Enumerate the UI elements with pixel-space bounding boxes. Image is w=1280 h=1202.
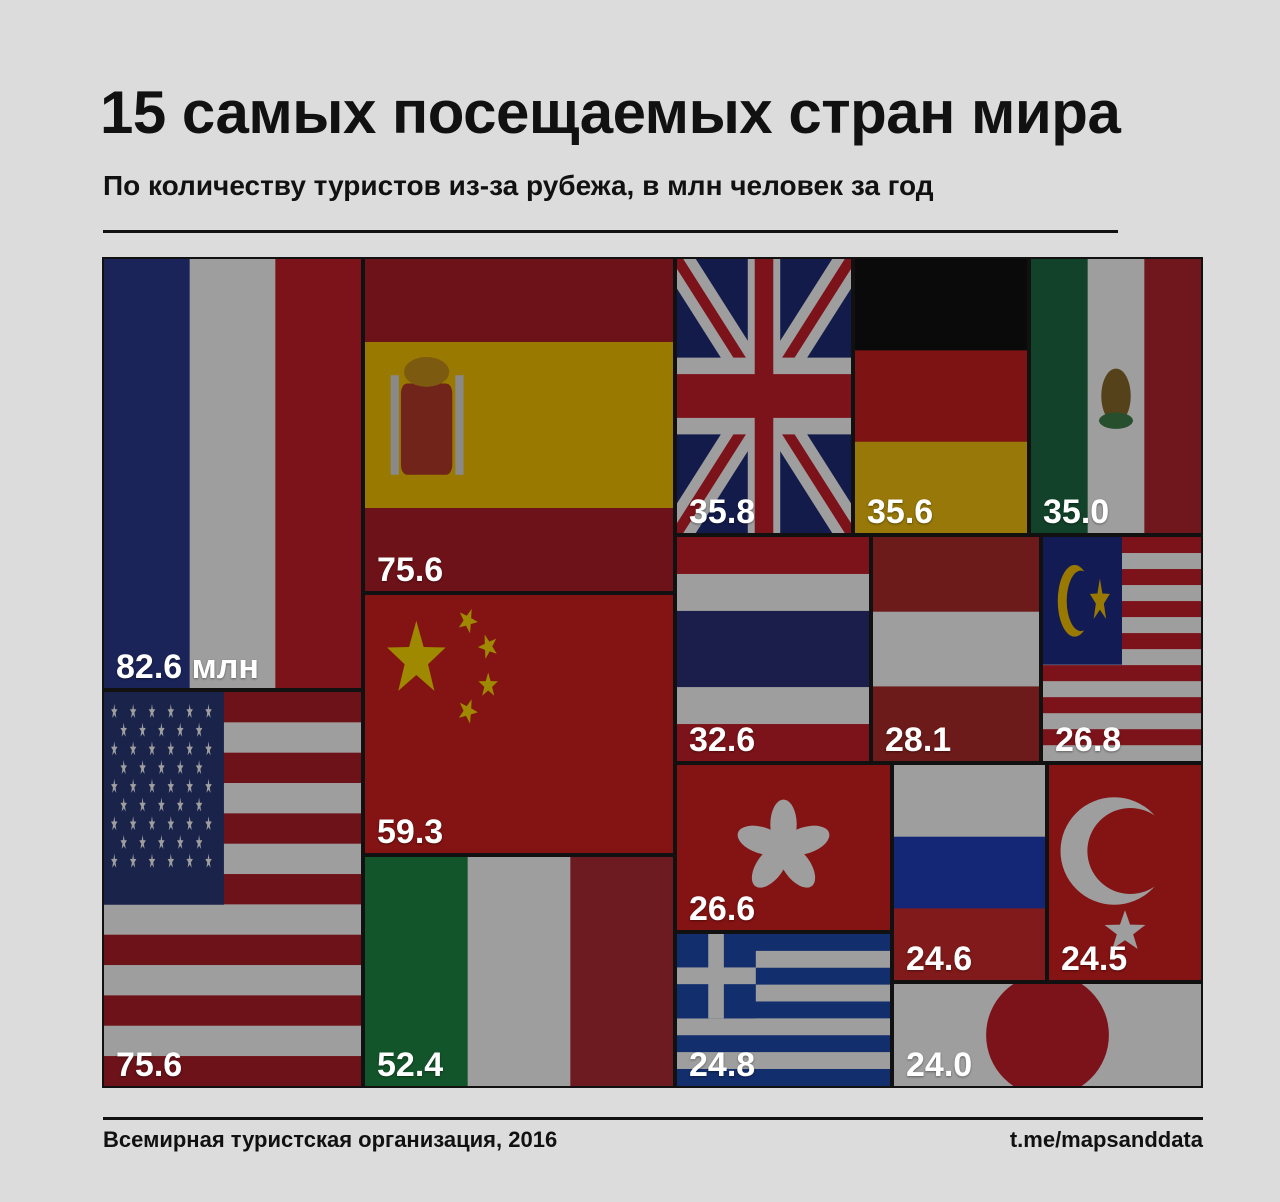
tile-shade <box>104 259 361 688</box>
value-label: 26.6 <box>689 890 756 928</box>
tile-shade <box>677 259 851 533</box>
treemap-tile: 52.4 <box>363 855 675 1088</box>
tile-shade <box>677 765 890 930</box>
treemap: 82.6 млн 75.6 75.6 59.3 52.4 35.8 35.6 35.0… <box>102 257 1203 1088</box>
treemap-tile: 26.8 <box>1041 535 1203 763</box>
treemap-tile: 75.6 <box>102 690 363 1088</box>
treemap-tile: 28.1 <box>871 535 1041 763</box>
value-label: 75.6 <box>377 551 444 589</box>
treemap-tile: 35.0 <box>1029 257 1203 535</box>
value-label: 35.6 <box>867 493 934 531</box>
tile-shade <box>365 259 673 591</box>
tile-shade <box>1043 537 1201 761</box>
source-note: Всемирная туристская организация, 2016 <box>103 1127 558 1152</box>
title-divider <box>103 230 1118 233</box>
treemap-tile: 82.6 млн <box>102 257 363 690</box>
chart-subtitle: По количеству туристов из-за рубежа, в м… <box>103 170 934 201</box>
value-label: 26.8 <box>1055 721 1122 759</box>
treemap-tile: 35.6 <box>853 257 1029 535</box>
footer-divider <box>103 1117 1203 1120</box>
value-label: 24.5 <box>1061 940 1128 978</box>
tile-shade <box>365 595 673 853</box>
tile-shade <box>677 934 890 1086</box>
tile-shade <box>365 857 673 1086</box>
tile-shade <box>677 537 869 761</box>
treemap-tile: 59.3 <box>363 593 675 855</box>
value-label: 24.8 <box>689 1046 756 1084</box>
value-label: 24.0 <box>906 1046 973 1084</box>
value-label: 35.0 <box>1043 493 1110 531</box>
treemap-tile: 24.5 <box>1047 763 1203 982</box>
value-label: 82.6 млн <box>116 648 259 686</box>
treemap-tile: 24.6 <box>892 763 1047 982</box>
tile-shade <box>1031 259 1201 533</box>
treemap-tile: 26.6 <box>675 763 892 932</box>
tile-shade <box>894 765 1045 980</box>
value-label: 59.3 <box>377 813 444 851</box>
value-label: 35.8 <box>689 493 756 531</box>
chart-title: 15 самых посещаемых стран мира <box>100 79 1121 146</box>
value-label: 32.6 <box>689 721 756 759</box>
treemap-tile: 35.8 <box>675 257 853 535</box>
tile-shade <box>894 984 1201 1086</box>
treemap-tile: 75.6 <box>363 257 675 593</box>
tile-shade <box>1049 765 1201 980</box>
value-label: 52.4 <box>377 1046 444 1084</box>
tile-shade <box>104 692 361 1086</box>
treemap-tile: 24.0 <box>892 982 1203 1088</box>
value-label: 24.6 <box>906 940 973 978</box>
treemap-tile: 24.8 <box>675 932 892 1088</box>
treemap-tile: 32.6 <box>675 535 871 763</box>
value-label: 75.6 <box>116 1046 183 1084</box>
credit-link: t.me/mapsanddata <box>1009 1127 1203 1152</box>
value-label: 28.1 <box>885 721 952 759</box>
tile-shade <box>855 259 1027 533</box>
tile-shade <box>873 537 1039 761</box>
